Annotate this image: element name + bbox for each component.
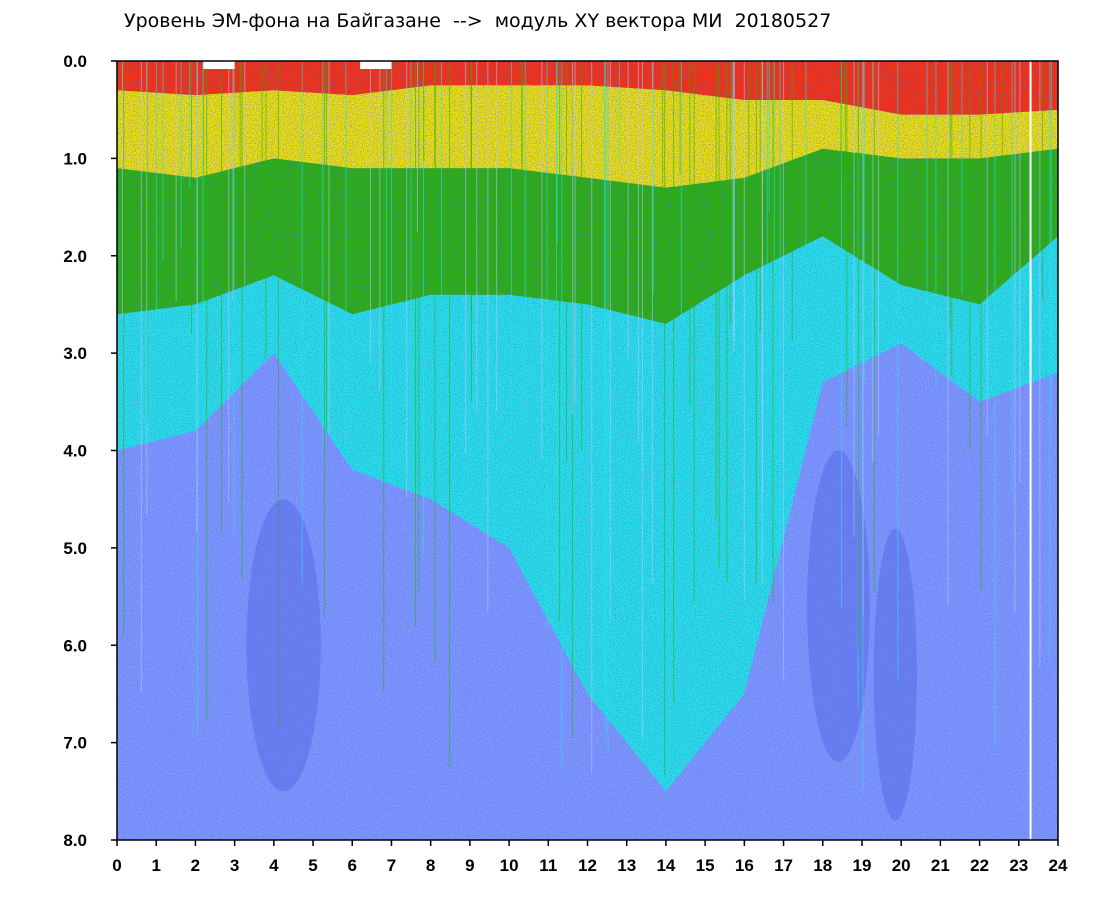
x-tick-label: 5: [308, 856, 317, 875]
y-tick-label: 7.0: [63, 734, 87, 753]
top-edge-gap: [360, 61, 392, 69]
y-tick-label: 4.0: [63, 442, 87, 461]
x-tick-label: 19: [852, 856, 871, 875]
x-tick-label: 17: [774, 856, 793, 875]
x-tick-label: 16: [735, 856, 754, 875]
x-tick-label: 13: [617, 856, 636, 875]
x-tick-label: 4: [269, 856, 279, 875]
x-tick-label: 21: [931, 856, 950, 875]
x-tick-label: 7: [387, 856, 396, 875]
y-tick-label: 5.0: [63, 539, 87, 558]
y-tick-label: 1.0: [63, 149, 87, 168]
x-tick-label: 15: [696, 856, 715, 875]
chart-title: Уровень ЭМ-фона на Байгазане --> модуль …: [124, 10, 832, 32]
x-tick-label: 10: [500, 856, 519, 875]
y-tick-label: 2.0: [63, 247, 87, 266]
top-edge-gap: [203, 61, 235, 69]
x-tick-label: 0: [112, 856, 121, 875]
x-tick-label: 8: [426, 856, 435, 875]
x-tick-label: 24: [1049, 856, 1068, 875]
x-tick-label: 14: [656, 856, 675, 875]
x-tick-label: 22: [970, 856, 989, 875]
x-tick-label: 23: [1009, 856, 1028, 875]
y-tick-label: 6.0: [63, 636, 87, 655]
x-tick-label: 2: [191, 856, 200, 875]
x-tick-label: 12: [578, 856, 597, 875]
axes: 0 1 2 3 4 5 6 7 8 9 10 11 12 13 14 15 16 17 18 19 20 21 22 23 24…: [63, 52, 1068, 875]
x-tick-label: 18: [813, 856, 832, 875]
x-tick-label: 9: [465, 856, 474, 875]
plot-area: [117, 61, 1058, 840]
y-tick-label: 8.0: [63, 831, 87, 850]
heatmap-speckle: [117, 61, 1058, 840]
y-tick-label: 0.0: [63, 52, 87, 71]
y-tick-label: 3.0: [63, 344, 87, 363]
x-tick-label: 11: [539, 856, 557, 875]
x-tick-label: 20: [892, 856, 911, 875]
x-tick-label: 6: [348, 856, 357, 875]
x-tick-label: 3: [230, 856, 239, 875]
x-tick-label: 1: [151, 856, 160, 875]
